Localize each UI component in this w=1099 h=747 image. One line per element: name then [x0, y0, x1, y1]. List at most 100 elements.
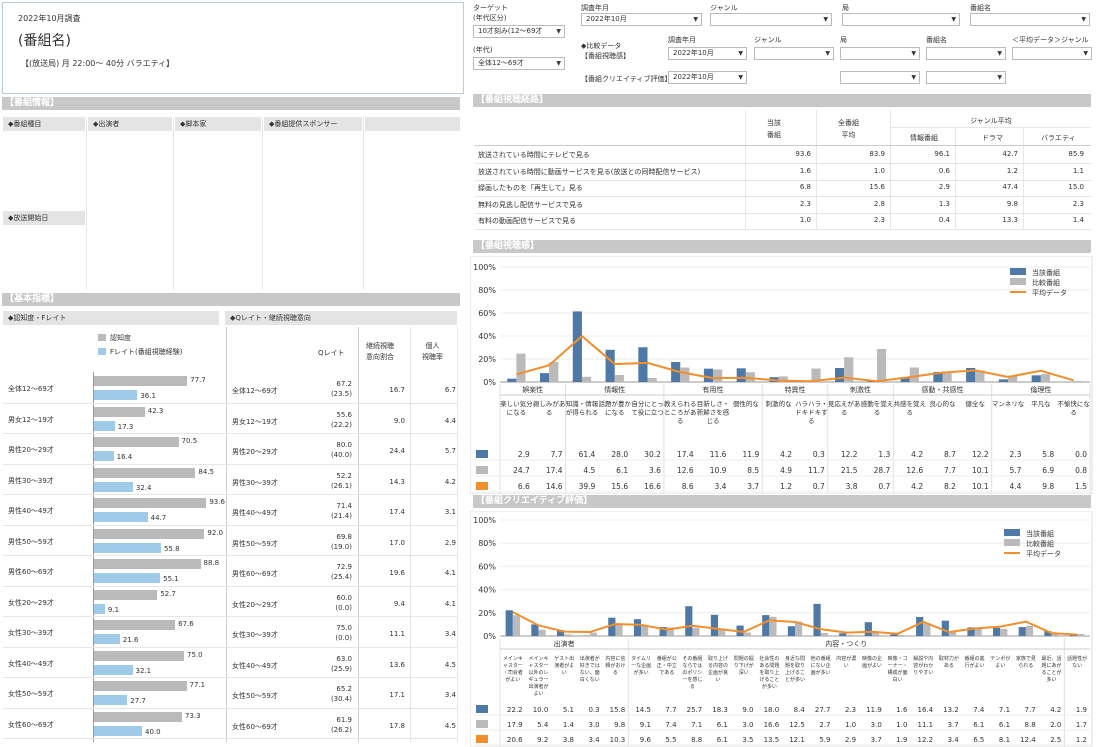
ind-value: 3.4: [444, 691, 456, 699]
bar-compare: [589, 632, 597, 636]
data-value: 3.7: [747, 482, 759, 491]
row-label: 女性50〜59才: [232, 692, 278, 700]
chevron-down-icon: ▼: [1081, 16, 1086, 23]
compare-station-select[interactable]: ▼: [840, 47, 920, 60]
row-divider: [3, 646, 457, 648]
qrate-sub: (26.1): [330, 481, 352, 490]
chevron-down-icon: ▼: [825, 50, 830, 57]
avg-line: [516, 334, 1074, 383]
compare-genre-select[interactable]: ▼: [754, 47, 834, 60]
route-value: 1.6: [799, 166, 811, 175]
route-value: 9.8: [1006, 199, 1018, 208]
creative-station-select[interactable]: ▼: [840, 71, 920, 84]
ind-value: 4.1: [444, 569, 456, 577]
creative-label: 【番組クリエイティブ評価】: [581, 75, 672, 83]
qrate-sub: (21.4): [330, 512, 352, 520]
awareness-value: 67.6: [178, 620, 194, 628]
data-value: 10.9: [710, 466, 727, 475]
qrate-value: 80.0: [336, 441, 352, 449]
station-select[interactable]: ▼: [842, 13, 960, 26]
cont-value: 17.4: [389, 508, 405, 516]
data-value: 1.5: [1075, 482, 1087, 491]
age-select[interactable]: 全体12〜69才 ▼: [473, 57, 565, 70]
data-value: 28.7: [874, 466, 891, 475]
data-value: 8.2: [944, 482, 956, 491]
legend-swatch: [1004, 539, 1020, 546]
group-label: 感動・共感性: [922, 385, 964, 394]
data-value: 61.4: [579, 450, 596, 459]
y-tick-label: 80%: [478, 539, 496, 548]
bar-compare: [1008, 375, 1018, 382]
bar-this: [993, 627, 1001, 636]
row-divider: [3, 707, 457, 709]
bar-this: [736, 368, 746, 382]
y-tick-label: 60%: [478, 562, 496, 571]
bar-this: [572, 311, 582, 382]
row-label: 男性20〜29才: [232, 448, 278, 456]
data-value: 6.1: [973, 721, 984, 729]
data-value: 3.4: [948, 736, 960, 744]
route-value: 96.1: [934, 150, 950, 158]
bar-this: [941, 620, 949, 636]
bar-this: [813, 603, 821, 636]
data-value: 4.2: [911, 482, 923, 491]
survey-month-select[interactable]: 2022年10月 ▼: [581, 13, 702, 26]
compare-program-select[interactable]: ▼: [926, 47, 1006, 60]
category-label: タイムリーな企画が多い: [631, 655, 651, 676]
frate-bar: [94, 725, 142, 736]
route-value: 1.2: [1006, 166, 1018, 175]
route-label: 有料の動画配信サービスで見る: [478, 217, 576, 225]
compare-month-select[interactable]: 2022年10月 ▼: [668, 47, 747, 60]
route-value: 1.0: [799, 216, 811, 224]
genre-select[interactable]: ▼: [710, 13, 832, 26]
route-this-header: 当該 番組: [767, 119, 781, 139]
bar-compare: [538, 629, 546, 636]
awareness-value: 93.6: [209, 498, 225, 506]
data-value: 18.3: [712, 706, 728, 714]
route-value: 2.3: [873, 216, 885, 224]
data-value: 1.3: [878, 450, 890, 459]
creative-program-select[interactable]: ▼: [926, 71, 1006, 84]
legend-label: 比較番組: [1032, 278, 1060, 287]
qrate-sub: (25.9): [330, 664, 352, 673]
data-value: 8.5: [747, 466, 759, 475]
target-select[interactable]: 10才刻み(12〜69才 ▼: [473, 25, 565, 38]
legend-label: 当該番組: [1026, 529, 1054, 538]
frate-bar: [94, 603, 105, 614]
data-value: 1.9: [1076, 706, 1087, 714]
avg-genre-select[interactable]: ▼: [1012, 47, 1092, 60]
data-value: 10.0: [533, 706, 549, 714]
cont-value: 9.0: [393, 416, 405, 425]
data-value: 8.8: [691, 736, 702, 744]
route-value: 2.3: [1072, 199, 1084, 208]
data-value: 11.6: [710, 450, 727, 459]
data-value: 10.1: [972, 482, 989, 491]
category-label: 映像の企画がよい: [862, 655, 882, 669]
program-select[interactable]: ▼: [970, 13, 1090, 26]
awareness-bar: [94, 711, 182, 722]
bar-this: [659, 627, 667, 636]
data-value: 30.2: [644, 450, 661, 459]
bar-compare: [745, 372, 756, 382]
awareness-bar: [94, 498, 207, 508]
awareness-bar: [94, 620, 176, 630]
data-value: 9.1: [640, 721, 651, 729]
category-label: 目新しさ・新鮮さを感じる: [697, 399, 730, 425]
route-row-divider: [475, 212, 1091, 214]
route-drama-header: ドラマ: [982, 134, 1003, 142]
qrate-value: 71.4: [336, 502, 352, 510]
data-value: 17.9: [507, 721, 523, 729]
chevron-down-icon: ▼: [997, 74, 1002, 81]
data-value: 4.2: [1050, 706, 1061, 714]
data-value: 13.2: [943, 706, 959, 714]
bar-this: [787, 626, 795, 636]
data-value: 4.2: [780, 450, 792, 459]
row-divider: [3, 555, 457, 556]
awareness-bar: [94, 589, 158, 600]
frate-value: 55.8: [163, 544, 180, 553]
category-label: 平凡な: [1031, 400, 1051, 408]
creative-month-select[interactable]: 2022年10月 ▼: [668, 71, 747, 84]
category-label: 取り上げる内容の企画が良い: [708, 655, 728, 683]
route-value: 42.7: [1002, 150, 1018, 158]
data-value: 8.1: [999, 736, 1010, 744]
